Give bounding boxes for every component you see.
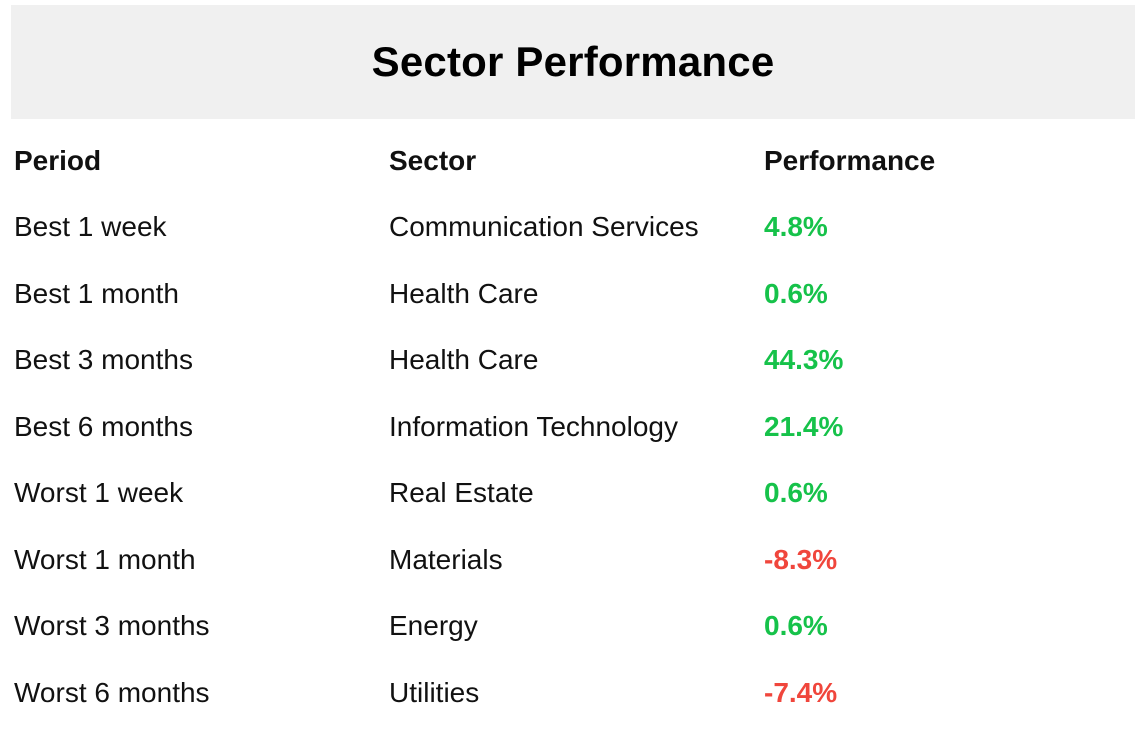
column-header-performance: Performance [764,145,936,176]
sector-cell: Utilities [389,676,480,708]
performance-cell: 21.4% [764,410,844,442]
column-header-period: Period [14,145,102,176]
period-cell: Worst 1 week [14,477,184,509]
page-title: Sector Performance [371,38,775,85]
sector-performance-table: Period Sector Performance Best 1 week Co… [14,128,1124,726]
period-cell: Best 1 week [14,211,167,243]
performance-cell: 44.3% [764,344,844,376]
title-banner: Sector Performance [11,5,1135,119]
table-row: Best 1 week Communication Services 4.8% [14,194,1124,261]
sector-cell: Health Care [389,277,539,309]
sector-cell: Communication Services [389,211,699,243]
period-cell: Best 1 month [14,277,179,309]
table-row: Worst 1 month Materials -8.3% [14,527,1124,594]
period-cell: Worst 3 months [14,610,210,642]
table-row: Best 1 month Health Care 0.6% [14,261,1124,328]
table-row: Worst 3 months Energy 0.6% [14,593,1124,660]
sector-cell: Energy [389,610,478,642]
performance-cell: -8.3% [764,543,838,575]
period-cell: Best 6 months [14,410,193,442]
table-row: Worst 1 week Real Estate 0.6% [14,460,1124,527]
performance-cell: 4.8% [764,211,828,243]
performance-cell: -7.4% [764,676,838,708]
period-cell: Worst 6 months [14,676,210,708]
sector-cell: Real Estate [389,477,534,509]
performance-cell: 0.6% [764,610,828,642]
table-header-row: Period Sector Performance [14,128,1124,194]
sector-cell: Materials [389,543,503,575]
table-row: Best 6 months Information Technology 21.… [14,394,1124,461]
performance-cell: 0.6% [764,277,828,309]
sector-cell: Health Care [389,344,539,376]
sector-cell: Information Technology [389,410,678,442]
column-header-sector: Sector [389,145,477,176]
table-row: Best 3 months Health Care 44.3% [14,327,1124,394]
period-cell: Best 3 months [14,344,193,376]
performance-cell: 0.6% [764,477,828,509]
period-cell: Worst 1 month [14,543,196,575]
table-row: Worst 6 months Utilities -7.4% [14,660,1124,727]
